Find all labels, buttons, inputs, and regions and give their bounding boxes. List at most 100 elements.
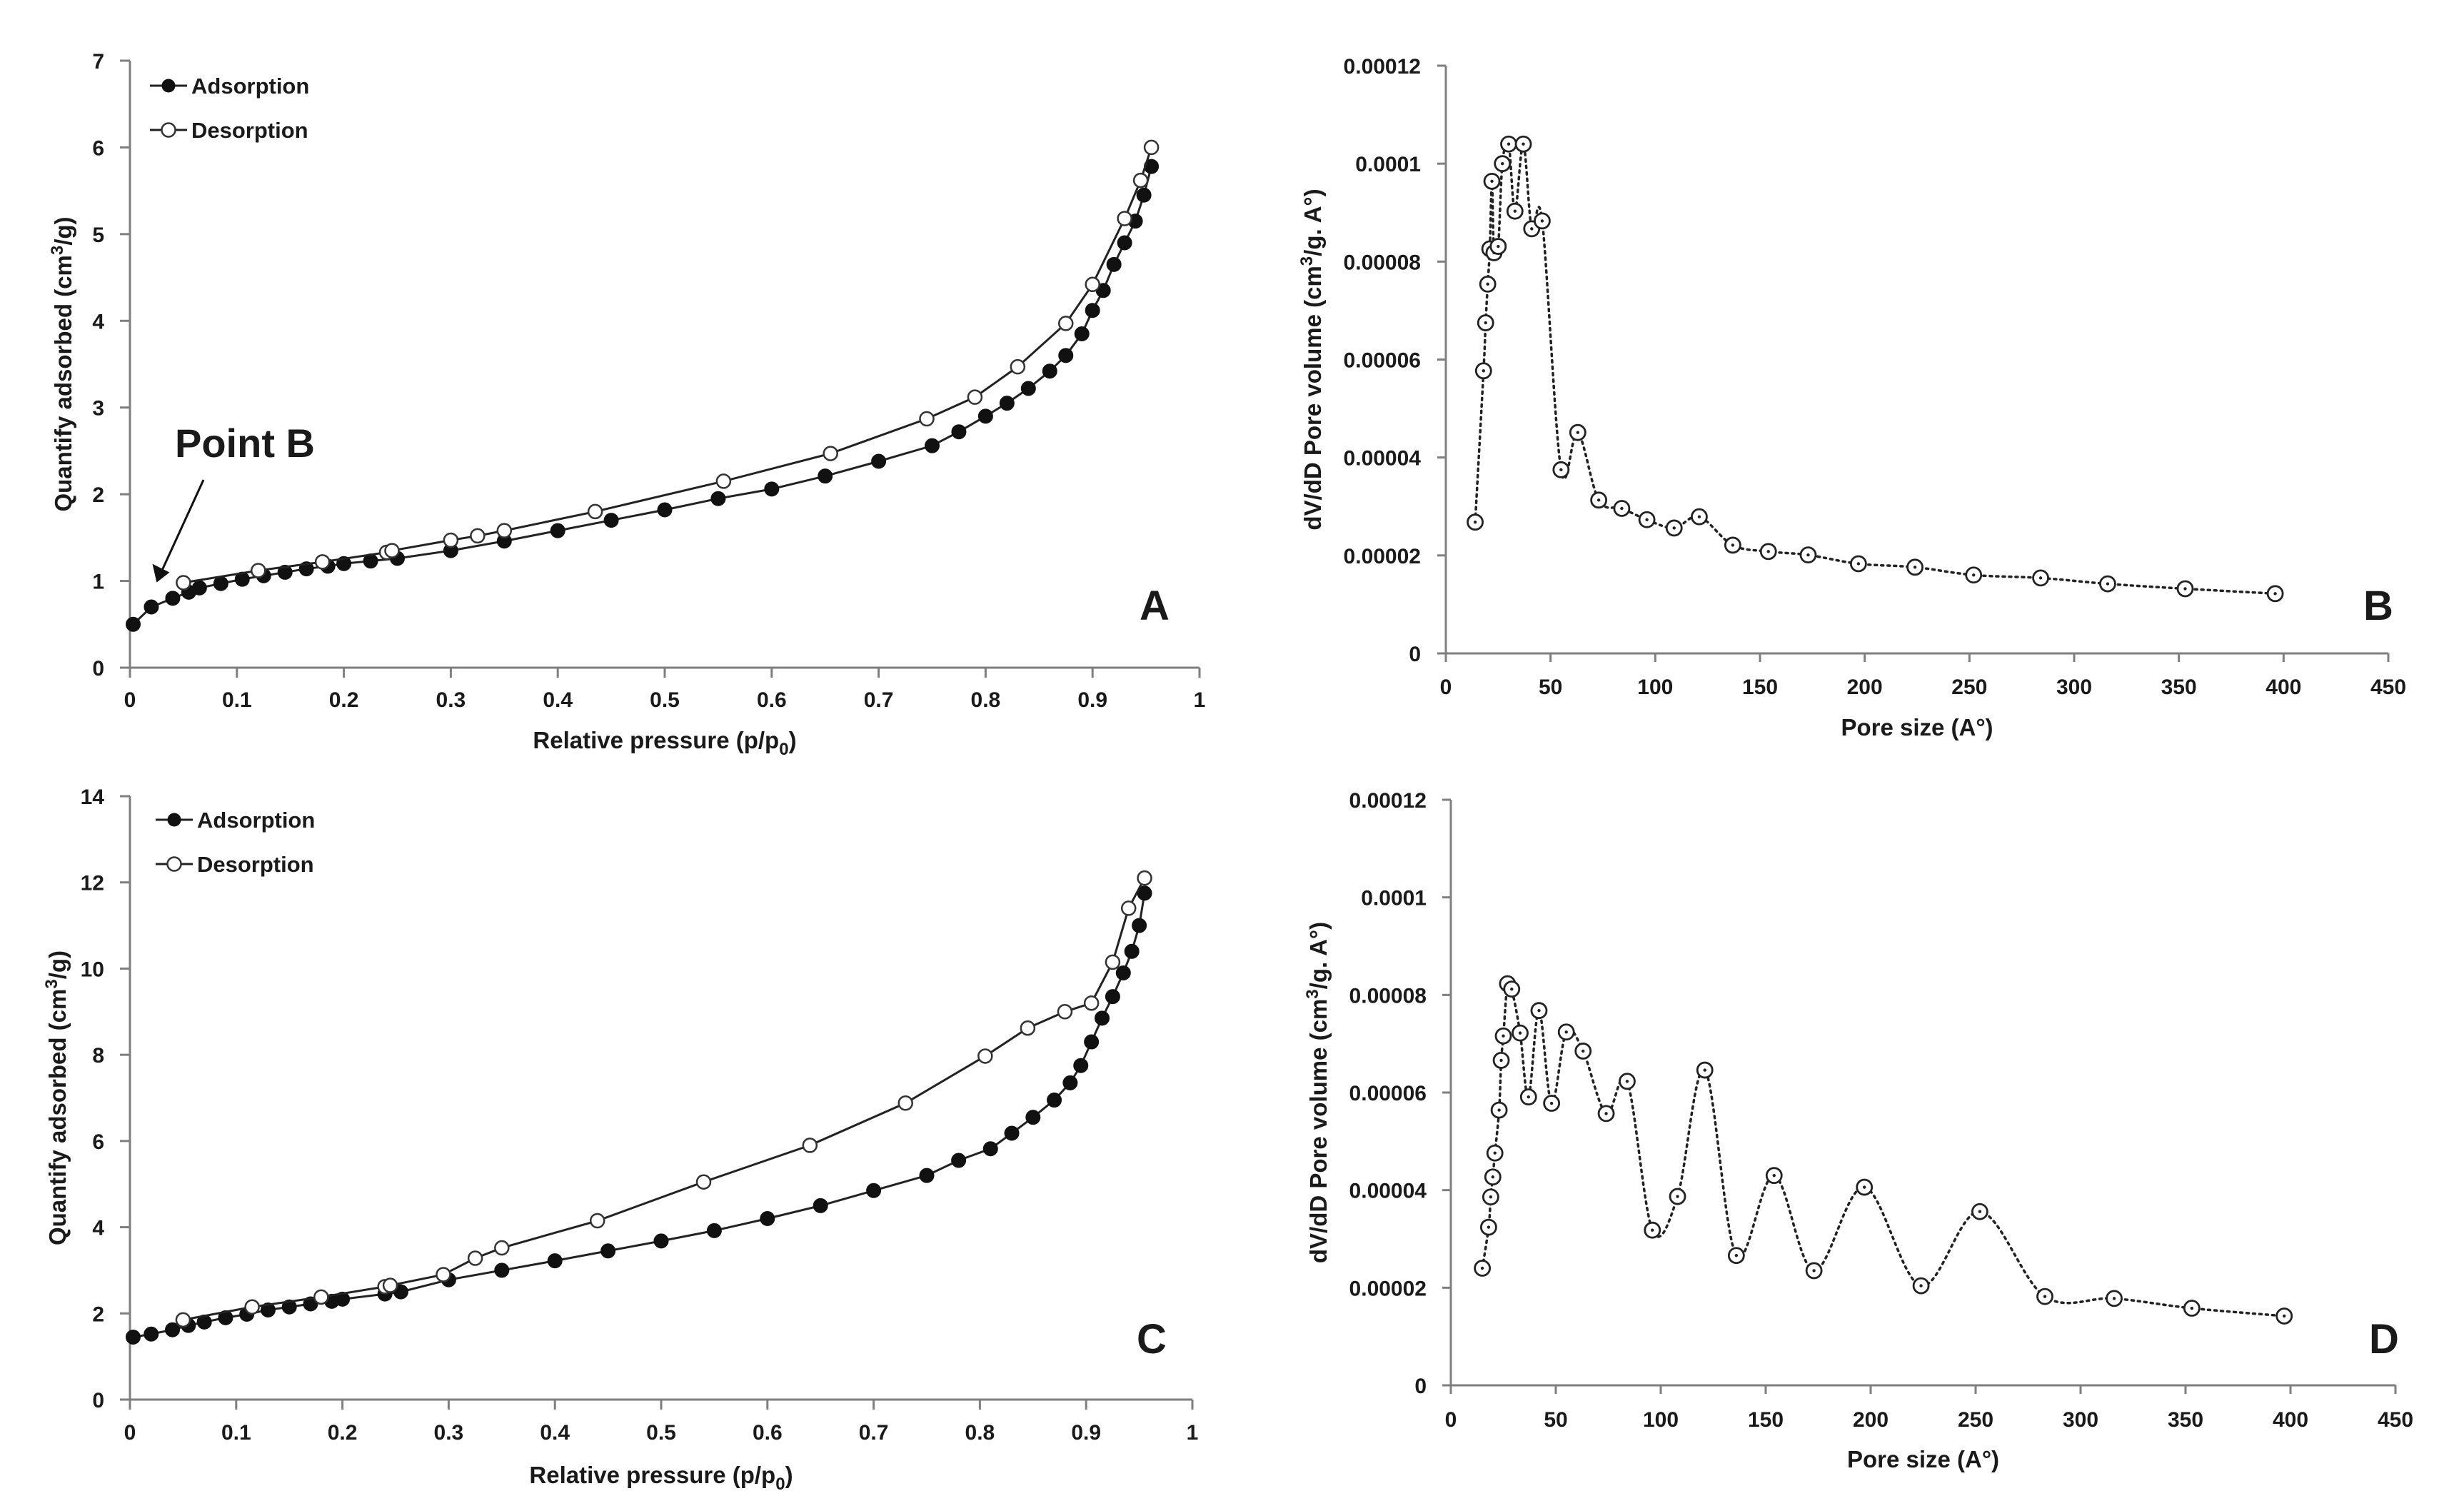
x-tick-label: 0.1 xyxy=(222,688,252,712)
pore-volume-point-center xyxy=(1731,543,1735,547)
x-tick-label: 0 xyxy=(124,1421,136,1445)
x-tick-label: 450 xyxy=(2378,1408,2413,1432)
adsorption-point xyxy=(977,408,993,424)
desorption-point xyxy=(967,389,983,405)
adsorption-point xyxy=(494,1262,510,1278)
y-tick-label: 3 xyxy=(92,397,104,421)
pore-volume-point-center xyxy=(1596,498,1601,502)
adsorption-point xyxy=(1004,1125,1020,1141)
x-tick-label: 0 xyxy=(1445,1408,1457,1432)
pore-volume-point-center xyxy=(1507,142,1511,146)
panel-a-isotherm-chart: 0 1 2 3 4 5 6 7 0 0.1 0.2 0.3 0.4 0.5 0.6 0.7 0.8 0.9 1 Rel… xyxy=(48,50,1205,759)
x-axis-label: Pore size (A°) xyxy=(1841,714,1993,741)
adsorption-point xyxy=(600,1243,616,1259)
pore-volume-point-center xyxy=(1497,244,1500,249)
panel-letter: A xyxy=(1140,583,1170,629)
desorption-point xyxy=(470,528,486,544)
desorption-point xyxy=(695,1174,712,1190)
adsorption-point xyxy=(260,1302,276,1317)
adsorption-point xyxy=(335,1291,351,1307)
pore-volume-point-center xyxy=(1582,1049,1585,1053)
adsorption-point xyxy=(165,591,181,606)
pore-volume-point-center xyxy=(1502,1034,1505,1038)
x-tick-label: 300 xyxy=(2056,676,2092,699)
x-tick-label: 350 xyxy=(2161,676,2197,699)
adsorption-point xyxy=(1136,187,1152,203)
adsorption-point xyxy=(1042,363,1057,379)
adsorption-point xyxy=(1115,965,1131,980)
adsorption-point xyxy=(1124,943,1140,959)
pore-volume-point-center xyxy=(1486,282,1489,286)
x-tick-label: 0.5 xyxy=(650,688,680,712)
adsorption-point xyxy=(1117,235,1132,251)
pore-volume-point-center xyxy=(1489,1195,1493,1199)
x-tick-label: 400 xyxy=(2273,1408,2308,1432)
desorption-point xyxy=(494,1240,510,1256)
desorption-point xyxy=(1083,995,1100,1011)
y-tick-label: 1 xyxy=(92,571,104,594)
desorption-point xyxy=(384,543,400,558)
legend-marker-open xyxy=(166,856,182,872)
x-tick-label: 200 xyxy=(1847,676,1883,699)
x-tick-label: 0.6 xyxy=(753,1421,783,1445)
y-axis-label: Quantify adsorbed (cm3/g) xyxy=(48,216,76,511)
panel-letter: B xyxy=(2363,583,2393,629)
y-tick-label: 0.00006 xyxy=(1349,1082,1427,1105)
desorption-point xyxy=(587,503,603,520)
x-tick-label: 400 xyxy=(2266,676,2301,699)
pore-volume-point-center xyxy=(1501,161,1504,166)
adsorption-point xyxy=(1047,1093,1062,1108)
desorption-point xyxy=(1085,276,1100,293)
desorption-point xyxy=(443,532,459,548)
adsorption-point xyxy=(277,564,293,580)
y-tick-label: 4 xyxy=(92,310,104,333)
annotation-arrow-line xyxy=(161,479,205,571)
pore-volume-point-center xyxy=(1559,468,1563,472)
adsorption-point xyxy=(999,396,1015,411)
x-tick-label: 150 xyxy=(1742,676,1778,699)
adsorption-point xyxy=(706,1223,722,1238)
adsorption-point xyxy=(1106,256,1122,272)
adsorption-point xyxy=(764,481,780,497)
y-tick-label: 0.00002 xyxy=(1344,545,1421,568)
pore-volume-point-center xyxy=(1510,987,1514,991)
pore-volume-point-center xyxy=(1919,1284,1923,1287)
adsorption-point xyxy=(303,1296,318,1312)
adsorption-point xyxy=(603,513,619,528)
x-tick-label: 0.3 xyxy=(436,688,466,712)
pore-volume-point-center xyxy=(1766,550,1770,553)
desorption-point xyxy=(589,1213,605,1229)
pore-volume-point-center xyxy=(1513,209,1517,213)
adsorption-point xyxy=(925,438,940,453)
adsorption-point xyxy=(1132,918,1147,933)
adsorption-point xyxy=(1062,1075,1078,1090)
adsorption-point xyxy=(1058,348,1074,363)
desorption-point xyxy=(802,1138,818,1153)
y-tick-label: 10 xyxy=(81,958,104,981)
x-tick-label: 0.7 xyxy=(864,688,894,712)
adsorption-point xyxy=(547,1253,563,1269)
y-tick-label: 6 xyxy=(92,136,104,160)
pore-volume-point-center xyxy=(1484,321,1487,325)
pore-volume-point-center xyxy=(2038,576,2043,580)
desorption-point xyxy=(1020,1020,1036,1036)
pore-volume-point-center xyxy=(2190,1306,2194,1310)
desorption-point xyxy=(436,1267,451,1282)
annotation-label: Point B xyxy=(175,421,315,466)
pore-volume-point-center xyxy=(1487,1225,1491,1229)
pore-volume-point-center xyxy=(1527,1095,1530,1099)
pore-volume-point-center xyxy=(1703,1068,1706,1072)
desorption-point xyxy=(244,1299,260,1315)
x-tick-label: 0.1 xyxy=(221,1421,251,1445)
x-tick-label: 350 xyxy=(2168,1408,2203,1432)
y-axis-label: Quantify adsorbed (cm3/g) xyxy=(42,950,71,1245)
legend-marker-open xyxy=(161,122,176,138)
adsorption-point xyxy=(125,616,141,632)
pore-volume-point-center xyxy=(1734,1254,1739,1257)
desorption-point xyxy=(1058,316,1074,331)
adsorption-point xyxy=(951,1153,967,1168)
x-tick-label: 0.7 xyxy=(859,1421,889,1445)
y-tick-label: 0.00006 xyxy=(1344,349,1421,373)
pore-volume-point-center xyxy=(2106,582,2110,586)
x-tick-label: 50 xyxy=(1539,676,1562,699)
